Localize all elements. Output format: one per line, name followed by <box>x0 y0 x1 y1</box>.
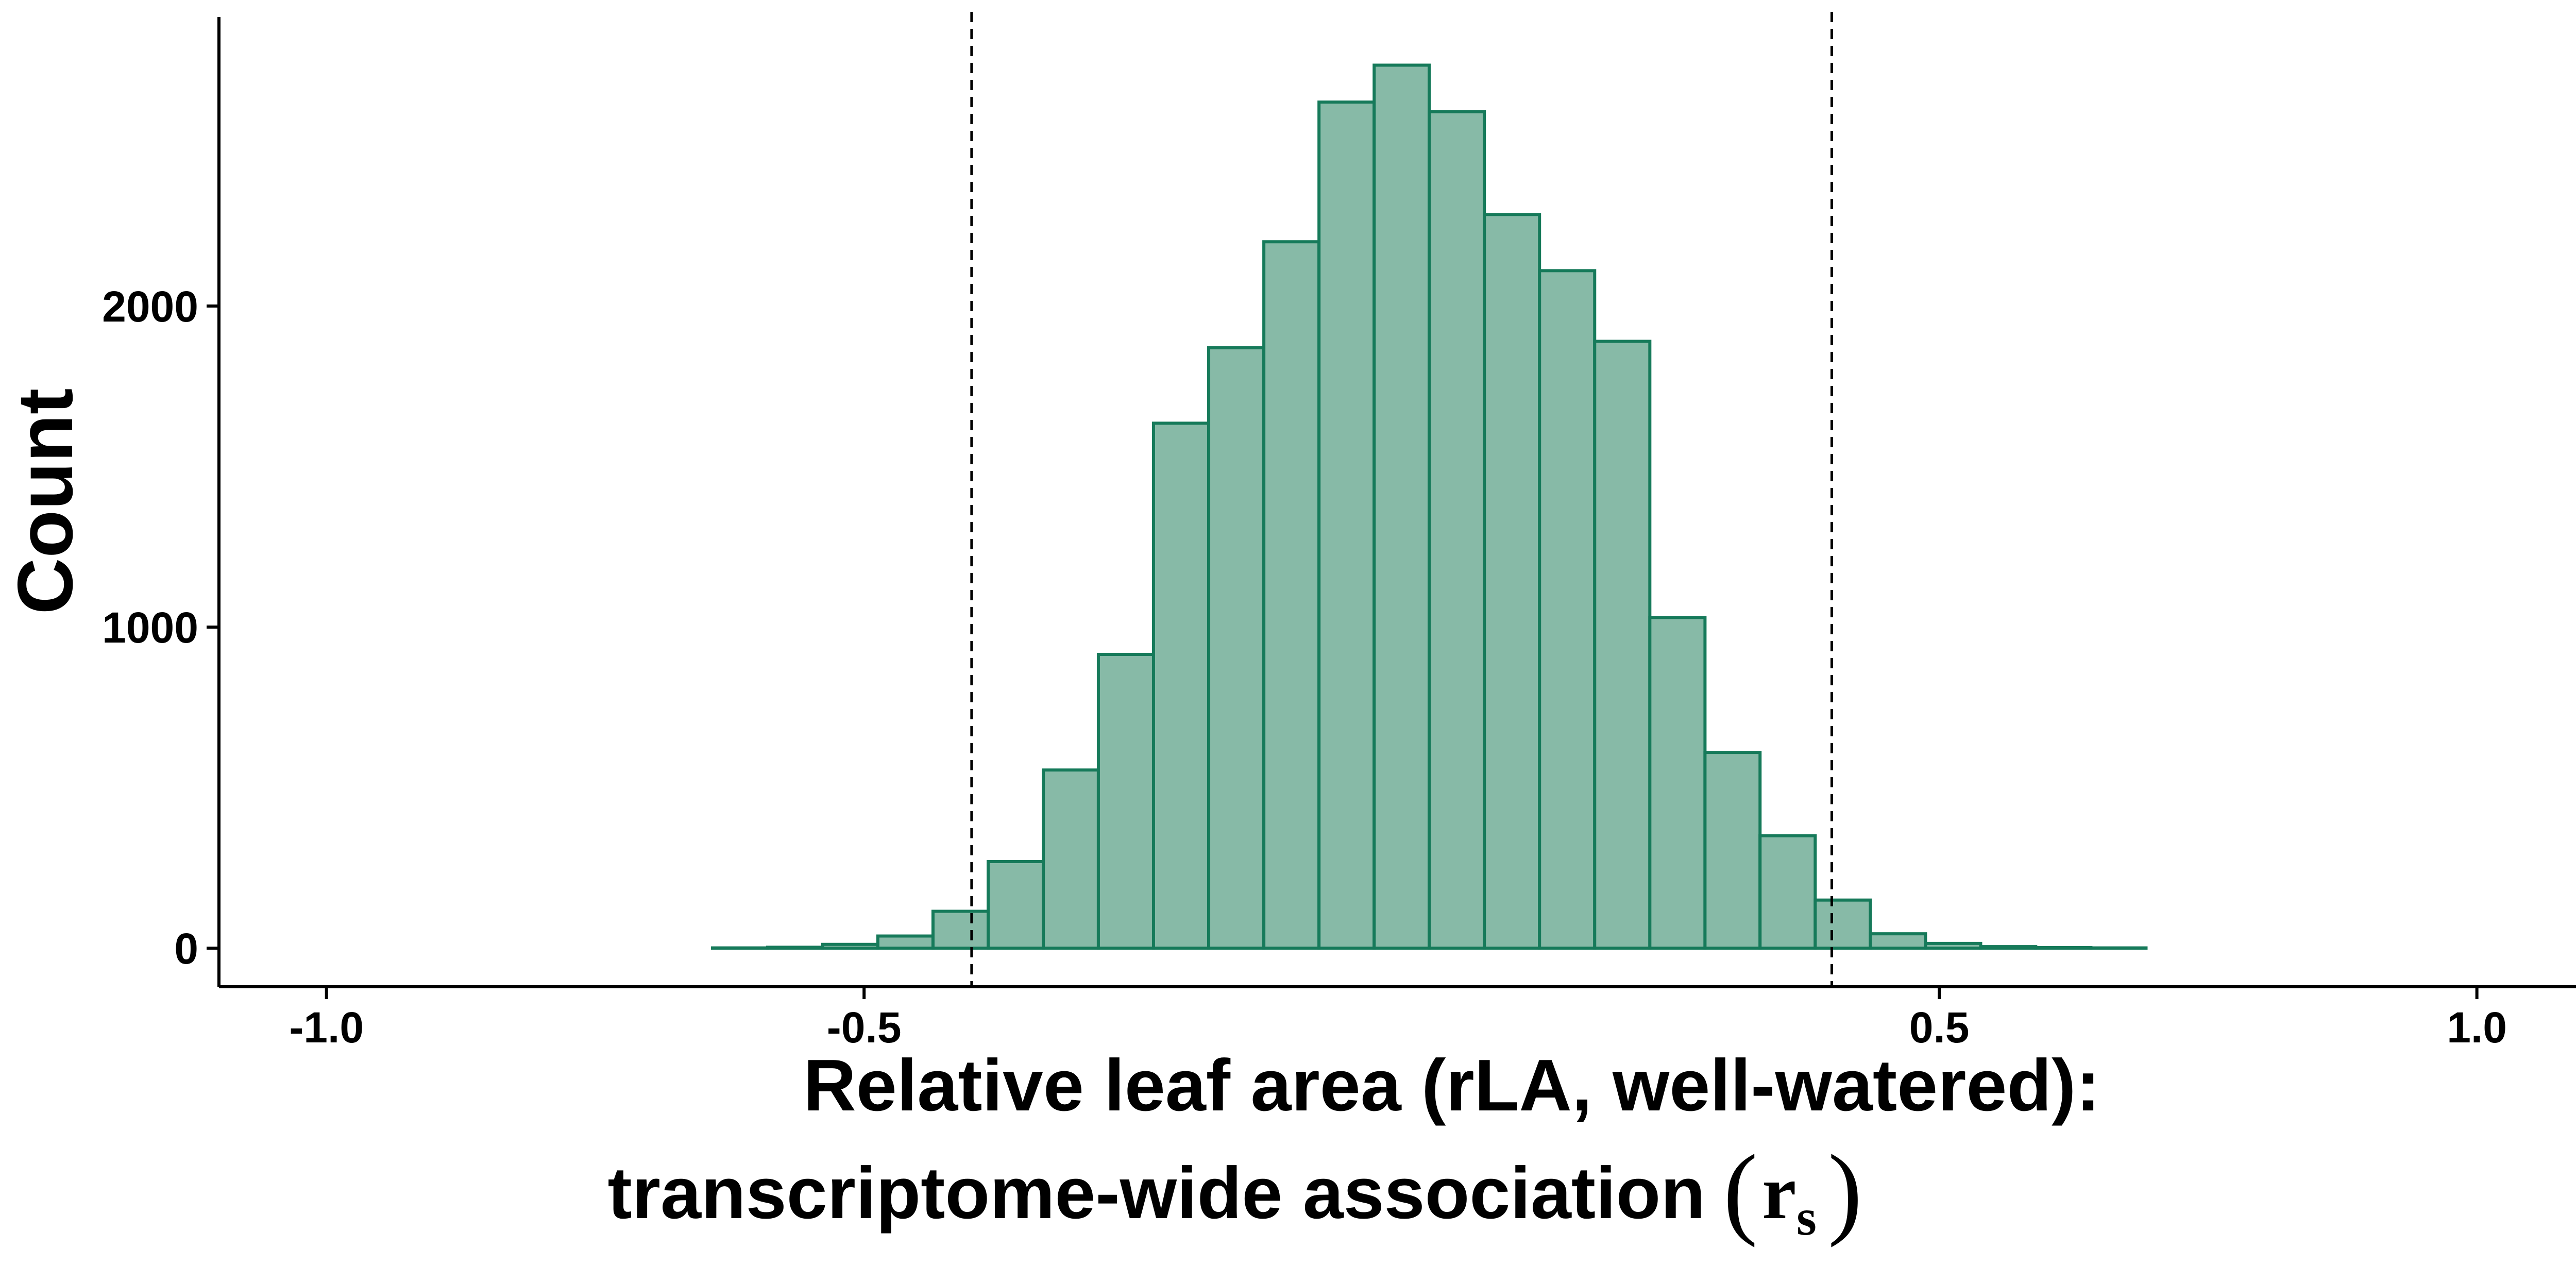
histogram-bar-29 <box>1924 941 1982 950</box>
x-tick-label-3: 1.0 <box>2447 1003 2507 1052</box>
histogram-bar-7 <box>710 946 769 950</box>
histogram-bar-18 <box>1317 100 1376 950</box>
histogram-bar-9 <box>821 942 879 950</box>
histogram-bars <box>710 63 2148 950</box>
histogram-bar-30 <box>1979 945 2038 950</box>
histogram-bar-24 <box>1648 616 1707 950</box>
x-tick-label-0: -1.0 <box>289 1003 364 1052</box>
histogram-bar-32 <box>2089 946 2148 950</box>
y-tick-label-0: 0 <box>174 924 198 973</box>
x-axis-label-symbol-subscript: s <box>1797 1189 1817 1246</box>
x-axis-label-open-paren: ( <box>1723 1134 1758 1248</box>
histogram-bar-14 <box>1096 653 1155 950</box>
x-axis-label-line2: transcriptome-wide association ( r s ) <box>607 1134 1862 1248</box>
y-tick-label-1: 1000 <box>102 603 198 652</box>
x-tick-label-1: -0.5 <box>827 1003 902 1052</box>
histogram-bar-13 <box>1042 768 1100 950</box>
histogram-bar-12 <box>987 859 1045 950</box>
x-tick-label-2: 0.5 <box>1909 1003 1970 1052</box>
histogram-bar-27 <box>1814 898 1872 950</box>
y-axis-label: Count <box>2 389 89 615</box>
x-axis-label-line2-text: transcriptome-wide association <box>607 1152 1705 1234</box>
x-axis-label-symbol: r <box>1762 1150 1797 1235</box>
histogram-bar-16 <box>1207 346 1266 950</box>
histogram-bar-11 <box>931 909 990 950</box>
histogram-bar-22 <box>1538 269 1597 950</box>
x-axis-label-line1: Relative leaf area (rLA, well-watered): <box>803 1044 2100 1126</box>
reference-lines <box>970 12 1833 987</box>
histogram-bar-20 <box>1428 110 1486 950</box>
histogram-bar-23 <box>1593 340 1652 950</box>
x-axis-label-close-paren: ) <box>1828 1134 1862 1248</box>
axes <box>217 17 2576 988</box>
y-tick-label-2: 2000 <box>102 282 198 331</box>
histogram-bar-8 <box>766 946 824 950</box>
histogram-bar-21 <box>1483 213 1541 950</box>
x-axis-ticks: -1.0 -0.5 0.5 1.0 <box>289 987 2507 1052</box>
histogram-bar-19 <box>1372 63 1431 950</box>
histogram-bar-28 <box>1869 932 1927 950</box>
y-axis-ticks: 0 1000 2000 <box>102 282 219 973</box>
histogram-bar-10 <box>876 934 935 950</box>
histogram-bar-17 <box>1262 240 1321 950</box>
histogram-bar-15 <box>1151 421 1211 950</box>
histogram-bar-26 <box>1758 834 1817 950</box>
histogram-bar-25 <box>1703 751 1762 950</box>
